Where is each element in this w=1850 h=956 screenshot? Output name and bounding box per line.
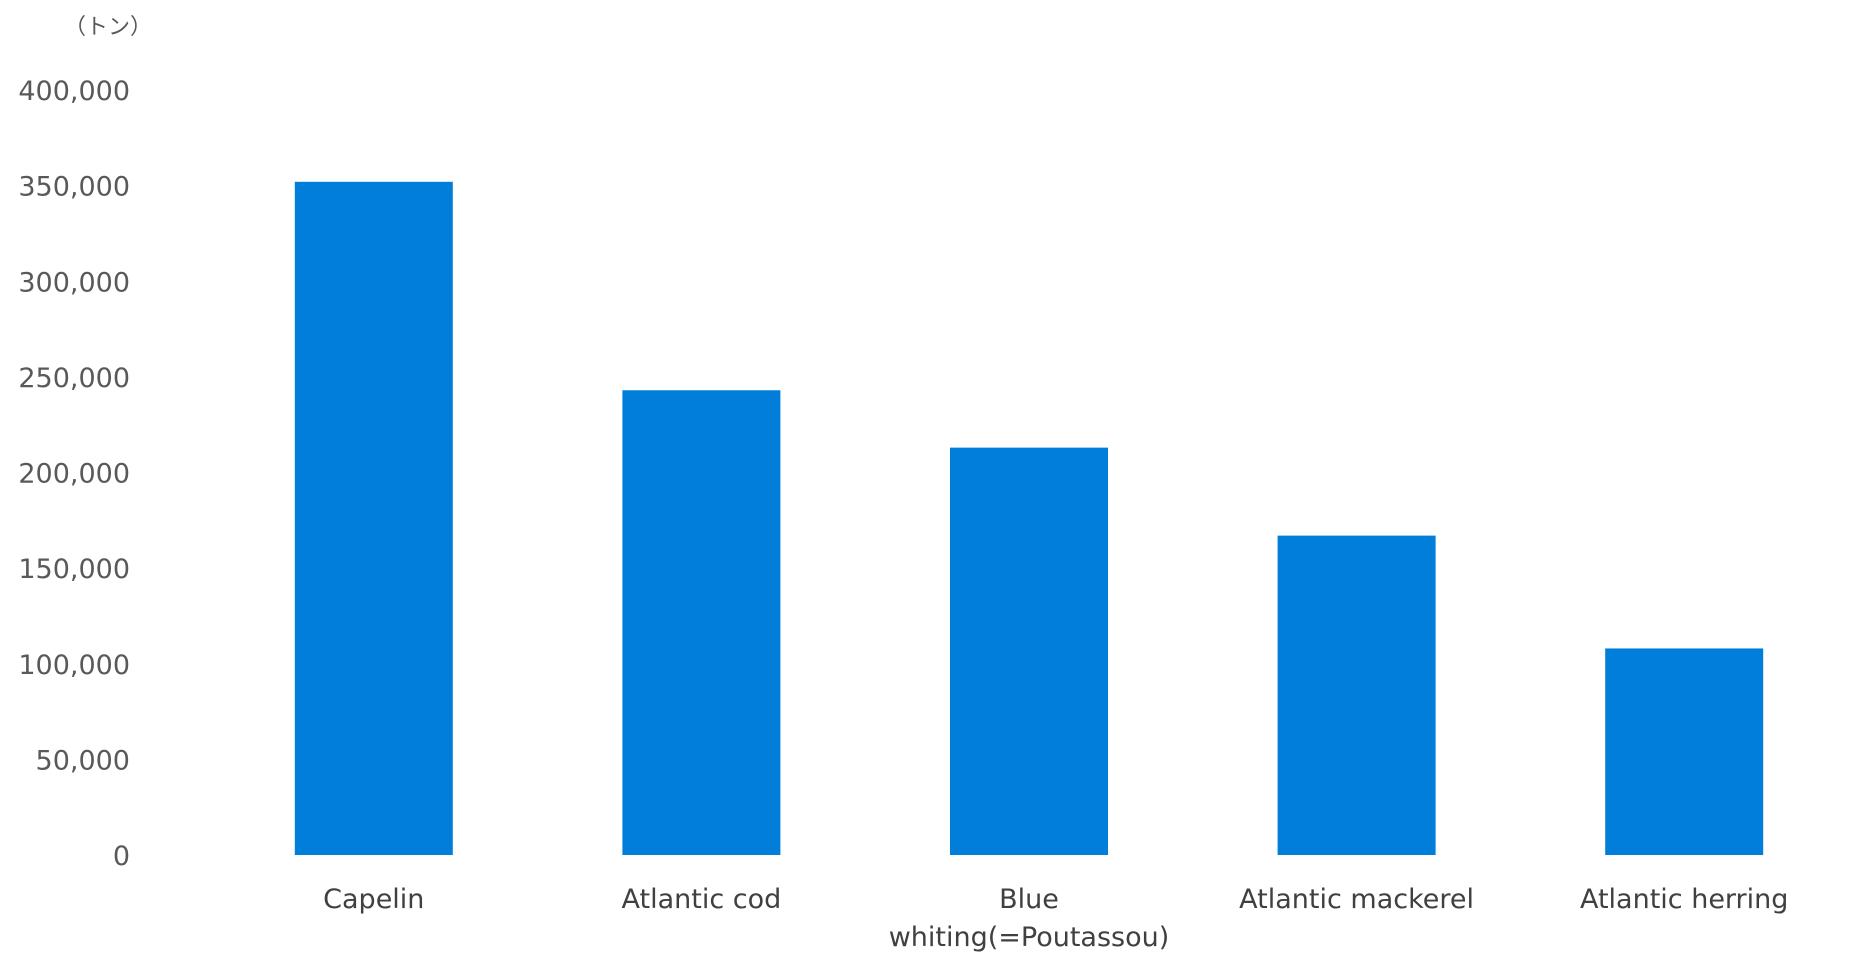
x-category-label: Atlantic mackerel (1239, 884, 1474, 915)
y-tick-label: 200,000 (18, 459, 130, 490)
y-tick-label: 0 (113, 841, 130, 872)
y-tick-label: 250,000 (18, 363, 130, 394)
bars (294, 181, 1764, 856)
y-axis-unit-label: （トン） (64, 15, 152, 40)
bar (1605, 648, 1764, 855)
x-category-label: Blue whiting(=Poutassou) (889, 884, 1170, 953)
bar (294, 181, 453, 856)
x-category-label: Atlantic herring (1580, 884, 1788, 915)
y-tick-label: 150,000 (18, 554, 130, 585)
x-axis-labels: Capelin Atlantic cod Blue whiting(=Poutasso… (323, 884, 1788, 953)
y-tick-label: 50,000 (36, 745, 130, 776)
y-tick-label: 300,000 (18, 267, 130, 298)
x-category-label: Atlantic cod (622, 884, 782, 915)
y-tick-label: 350,000 (18, 172, 130, 203)
x-category-label: Capelin (323, 884, 424, 915)
bar (1277, 535, 1436, 855)
bar (622, 390, 781, 855)
y-tick-label: 400,000 (18, 76, 130, 107)
bar (950, 447, 1108, 855)
y-axis-ticks: 0 50,000 100,000 150,000 200,000 250,000 300,0… (18, 76, 130, 872)
y-tick-label: 100,000 (18, 650, 130, 681)
